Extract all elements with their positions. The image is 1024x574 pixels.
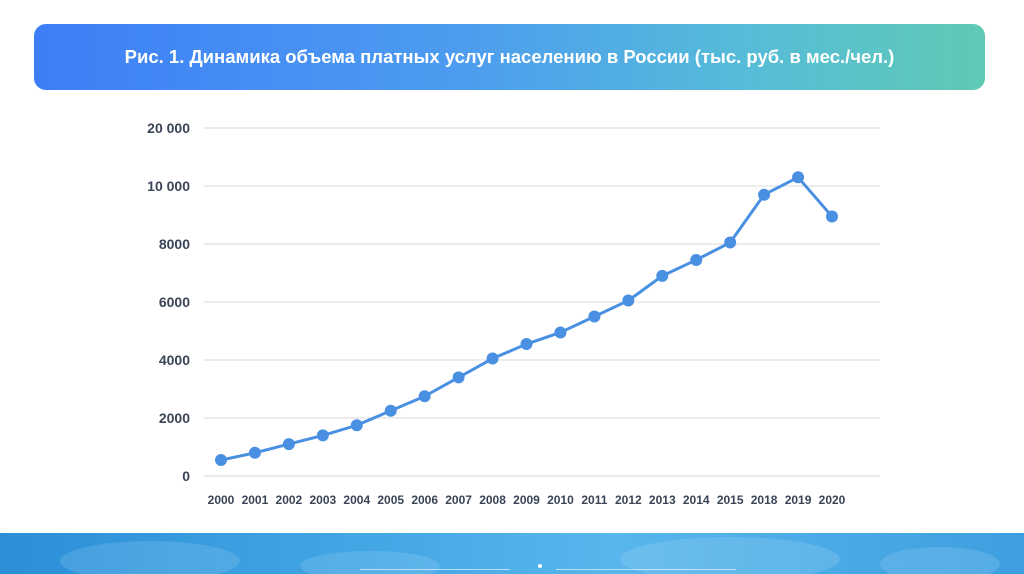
data-point bbox=[452, 371, 465, 384]
data-point bbox=[282, 438, 295, 451]
y-tick-label: 0 bbox=[182, 468, 190, 484]
data-point bbox=[690, 253, 703, 266]
y-tick-label: 2000 bbox=[159, 410, 190, 426]
data-point bbox=[248, 446, 261, 459]
x-tick-label: 2020 bbox=[819, 493, 846, 507]
data-point bbox=[656, 269, 669, 282]
decorative-map-strip bbox=[0, 533, 1024, 574]
x-tick-label: 2013 bbox=[649, 493, 676, 507]
y-tick-label: 10 000 bbox=[147, 178, 190, 194]
y-axis-tick-labels: 0 2000 4000 6000 8000 10 000 20 000 bbox=[147, 120, 190, 484]
grid-lines bbox=[204, 127, 880, 477]
x-tick-label: 2007 bbox=[445, 493, 472, 507]
x-tick-label: 2012 bbox=[615, 493, 642, 507]
data-point bbox=[826, 210, 838, 223]
chart-area: 0 2000 4000 6000 8000 10 000 20 000 2000 2001 20… bbox=[0, 100, 1024, 530]
x-tick-label: 2010 bbox=[547, 493, 574, 507]
x-tick-label: 2003 bbox=[309, 493, 336, 507]
x-tick-label: 2011 bbox=[581, 493, 607, 507]
x-tick-label: 2000 bbox=[208, 493, 235, 507]
data-point bbox=[418, 390, 431, 403]
data-point bbox=[350, 419, 363, 432]
x-tick-label: 2004 bbox=[343, 493, 370, 507]
data-point bbox=[384, 404, 397, 417]
data-point bbox=[724, 236, 737, 249]
y-tick-label: 6000 bbox=[159, 294, 190, 310]
data-point bbox=[316, 429, 329, 442]
x-tick-label: 2008 bbox=[479, 493, 506, 507]
y-tick-label: 20 000 bbox=[147, 120, 190, 136]
x-tick-label: 2015 bbox=[717, 493, 744, 507]
x-tick-label: 2006 bbox=[411, 493, 438, 507]
data-point bbox=[554, 326, 567, 339]
x-tick-label: 2019 bbox=[785, 493, 812, 507]
data-point bbox=[215, 454, 227, 467]
x-axis-tick-labels: 2000 2001 2002 2003 2004 2005 2006 2007 2008 2009… bbox=[208, 493, 846, 507]
y-tick-label: 4000 bbox=[159, 352, 190, 368]
data-point bbox=[622, 294, 635, 307]
chart-title: Рис. 1. Динамика объема платных услуг на… bbox=[124, 46, 895, 67]
x-tick-label: 2002 bbox=[276, 493, 303, 507]
data-point bbox=[588, 310, 601, 323]
data-point bbox=[520, 338, 533, 351]
data-point bbox=[792, 171, 805, 184]
data-point bbox=[758, 188, 771, 201]
x-tick-label: 2009 bbox=[513, 493, 540, 507]
title-banner: Рис. 1. Динамика объема платных услуг на… bbox=[34, 24, 985, 90]
x-tick-label: 2014 bbox=[683, 493, 710, 507]
y-tick-label: 8000 bbox=[159, 236, 190, 252]
data-point bbox=[486, 352, 499, 365]
x-tick-label: 2001 bbox=[242, 493, 269, 507]
x-tick-label: 2018 bbox=[751, 493, 778, 507]
series-points bbox=[215, 171, 838, 467]
x-tick-label: 2005 bbox=[377, 493, 404, 507]
